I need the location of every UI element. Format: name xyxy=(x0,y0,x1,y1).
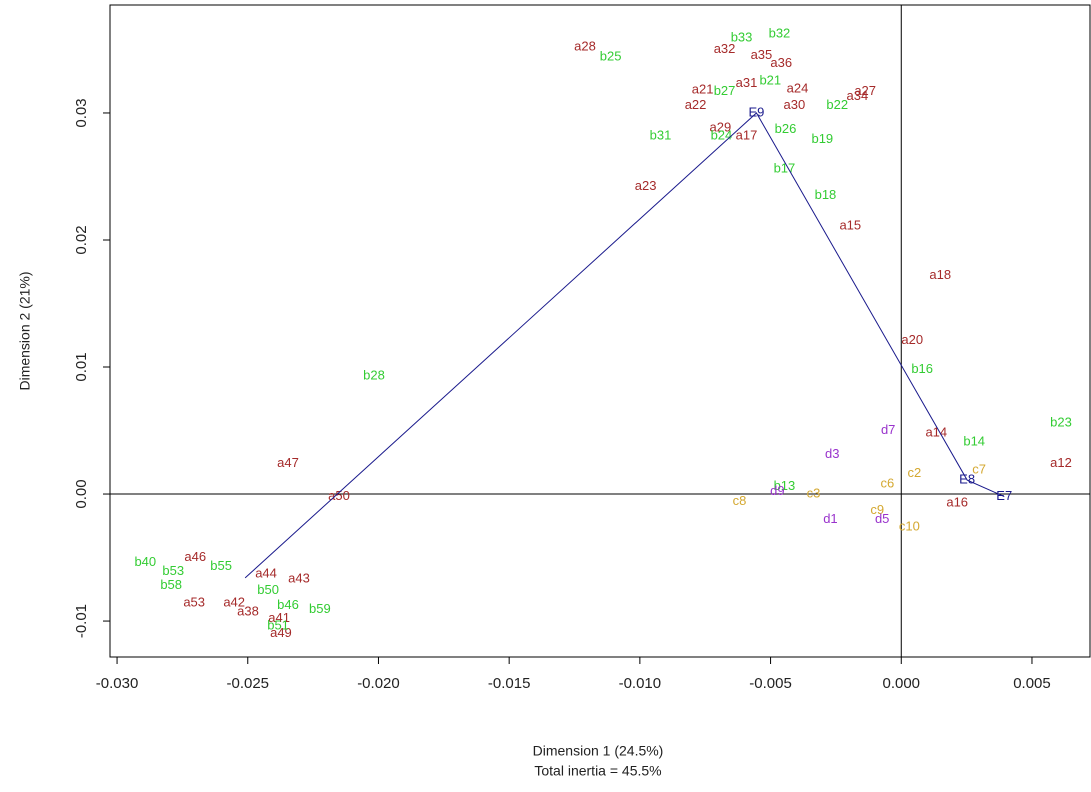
point-label: E8 xyxy=(959,471,975,486)
point-label: c10 xyxy=(899,518,920,533)
point-label: a29 xyxy=(710,120,732,135)
point-label: c8 xyxy=(733,493,747,508)
point-label: b51 xyxy=(267,618,289,633)
point-label: c3 xyxy=(807,485,821,500)
x-tick-label: -0.020 xyxy=(357,675,400,692)
point-label: a22 xyxy=(685,97,707,112)
point-label: a32 xyxy=(714,41,736,56)
point-label: b46 xyxy=(277,597,299,612)
point-label: a49 xyxy=(270,625,292,640)
point-label: a41 xyxy=(268,610,290,625)
point-label: a34 xyxy=(846,88,868,103)
point-label: b23 xyxy=(1050,414,1072,429)
point-label: c9 xyxy=(870,502,884,517)
point-label: a31 xyxy=(736,75,758,90)
point-label: a18 xyxy=(929,267,951,282)
point-label: c7 xyxy=(972,461,986,476)
point-label: b16 xyxy=(911,361,933,376)
point-label: b13 xyxy=(774,478,796,493)
point-label: b19 xyxy=(811,131,833,146)
point-label: d5 xyxy=(875,511,889,526)
point-label: a44 xyxy=(255,565,277,580)
x-tick-label: 0.005 xyxy=(1013,675,1051,692)
point-label: a24 xyxy=(787,80,809,95)
point-label: b28 xyxy=(363,367,385,382)
point-label: a35 xyxy=(751,47,773,62)
point-label: c2 xyxy=(907,465,921,480)
point-label: a17 xyxy=(736,127,758,142)
y-tick-label: 0.03 xyxy=(73,98,90,127)
point-label: a47 xyxy=(277,455,299,470)
point-label: a23 xyxy=(635,178,657,193)
x-tick-label: 0.000 xyxy=(882,675,920,692)
point-label: b55 xyxy=(210,558,232,573)
point-label: b50 xyxy=(257,582,279,597)
point-label: b33 xyxy=(731,29,753,44)
x-tick-label: -0.010 xyxy=(619,675,662,692)
x-tick-label: -0.005 xyxy=(749,675,792,692)
point-label: a27 xyxy=(854,83,876,98)
point-label: b32 xyxy=(769,26,791,41)
point-label: b31 xyxy=(650,127,672,142)
point-label: d3 xyxy=(825,446,839,461)
x-tick-label: -0.025 xyxy=(226,675,269,692)
point-label: c6 xyxy=(881,475,895,490)
point-label: a43 xyxy=(288,571,310,586)
point-label: b26 xyxy=(775,121,797,136)
point-label: b25 xyxy=(600,49,622,64)
point-label: d1 xyxy=(823,511,837,526)
point-label: a46 xyxy=(184,549,206,564)
point-label: d9 xyxy=(770,483,784,498)
point-label: b59 xyxy=(309,601,331,616)
point-label: b27 xyxy=(714,83,736,98)
point-label: a20 xyxy=(901,332,923,347)
x-axis-label: Dimension 1 (24.5%) xyxy=(533,743,664,759)
plot-frame xyxy=(109,4,1091,658)
point-label: b14 xyxy=(963,433,985,448)
point-label: E9 xyxy=(748,104,764,119)
point-label: b21 xyxy=(759,73,781,88)
point-label: b18 xyxy=(815,187,837,202)
point-label: a28 xyxy=(574,38,596,53)
point-label: a38 xyxy=(237,604,259,619)
point-label: b40 xyxy=(134,554,156,569)
point-label: a53 xyxy=(183,595,205,610)
point-label: b53 xyxy=(162,563,184,578)
point-label: b24 xyxy=(711,127,733,142)
y-tick-label: -0.01 xyxy=(73,604,90,638)
point-label: a42 xyxy=(223,595,245,610)
x-tick-label: -0.015 xyxy=(488,675,531,692)
point-label: b58 xyxy=(160,577,182,592)
point-label: d7 xyxy=(881,422,895,437)
point-label: a30 xyxy=(784,97,806,112)
point-label: a12 xyxy=(1050,455,1072,470)
point-label: a21 xyxy=(692,82,714,97)
y-tick-label: 0.00 xyxy=(73,479,90,508)
y-axis-label: Dimension 2 (21%) xyxy=(17,271,33,390)
x-tick-label: -0.030 xyxy=(96,675,139,692)
y-tick-label: 0.01 xyxy=(73,352,90,381)
point-label: b22 xyxy=(826,97,848,112)
point-label: a15 xyxy=(839,217,861,232)
point-label: a36 xyxy=(770,55,792,70)
y-tick-label: 0.02 xyxy=(73,225,90,254)
subtitle: Total inertia = 45.5% xyxy=(534,763,661,779)
point-label: a50 xyxy=(328,488,350,503)
point-label: E7 xyxy=(996,488,1012,503)
connector-line xyxy=(244,112,1005,579)
point-label: a16 xyxy=(946,494,968,509)
